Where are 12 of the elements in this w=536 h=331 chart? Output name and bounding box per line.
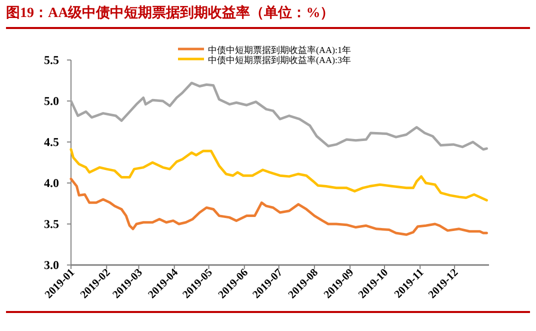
y-tick-label: 5.0 xyxy=(44,94,59,108)
chart-title: 图19：AA级中债中短期票据到期收益率（单位：%） xyxy=(6,4,530,29)
y-tick-label: 3.0 xyxy=(44,258,59,272)
line-series xyxy=(70,82,488,151)
y-tick-label: 3.5 xyxy=(44,217,59,231)
legend-label: 中债中短期票据到期收益率(AA):1年 xyxy=(208,45,351,55)
y-tick-label: 4.5 xyxy=(44,135,59,149)
legend-label: 中债中短期票据到期收益率(AA):3年 xyxy=(208,55,351,65)
y-tick-label: 4.0 xyxy=(44,176,59,190)
line-series xyxy=(70,148,488,202)
line-series xyxy=(70,178,488,236)
y-tick-label: 5.5 xyxy=(44,53,59,67)
